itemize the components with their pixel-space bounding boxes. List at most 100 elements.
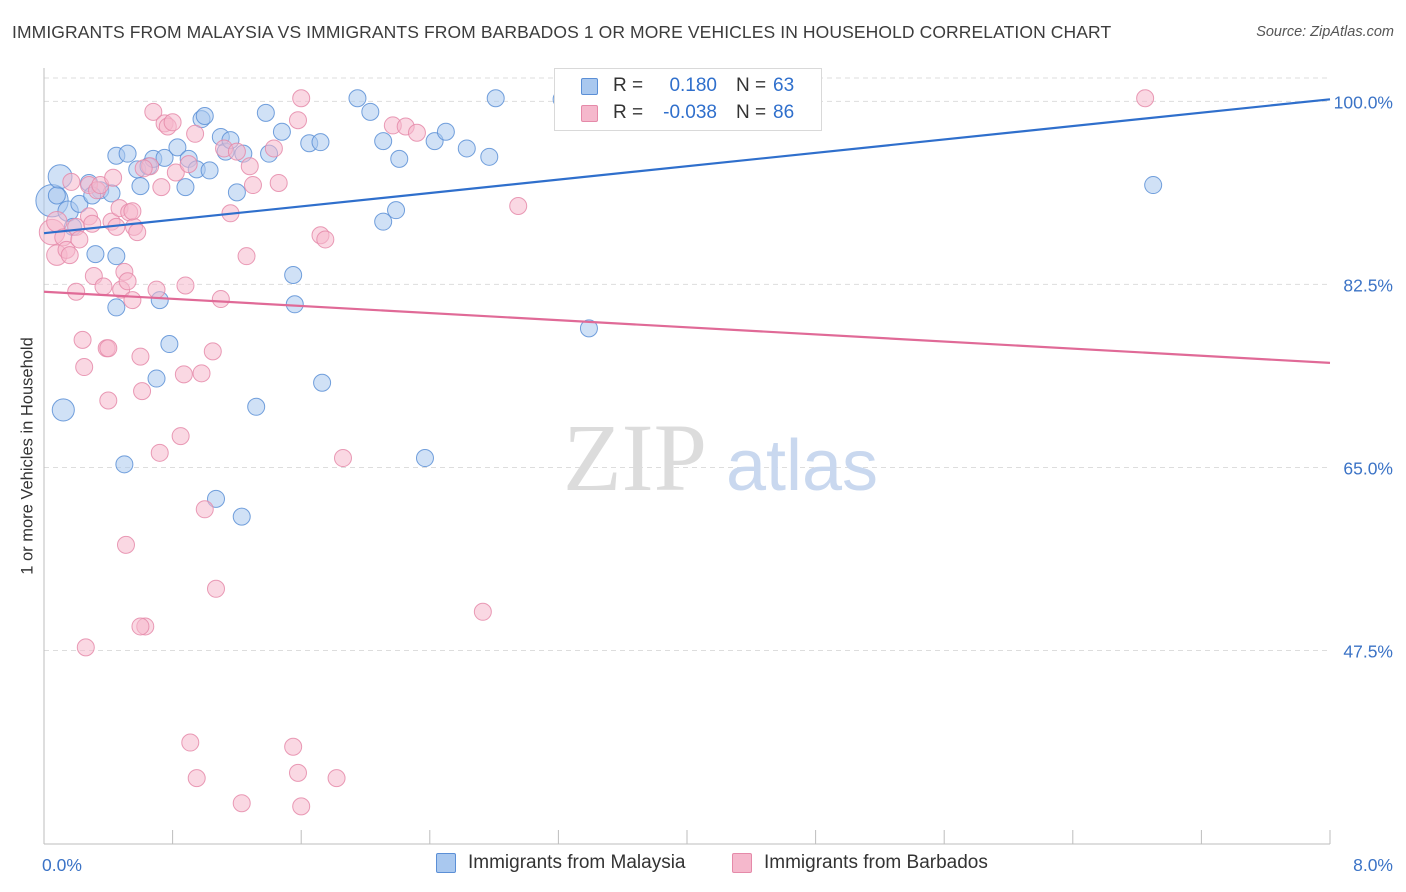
y-tick-label: 47.5% <box>1343 642 1393 662</box>
watermark-zip: ZIP <box>563 404 707 511</box>
barbados-point <box>232 794 251 813</box>
tick-labels: 100.0% 82.5% 65.0% 47.5% 0.0% 8.0% <box>42 92 1393 875</box>
legend-n-value: 63 <box>773 75 795 96</box>
barbados-point <box>116 535 135 554</box>
barbados-point <box>243 176 262 195</box>
source-label: Source: ZipAtlas.com <box>1256 24 1394 40</box>
malaysia-point <box>195 107 214 126</box>
malaysia-point <box>361 102 380 121</box>
barbados-point <box>163 113 182 132</box>
legend-swatch-barbados <box>581 105 598 122</box>
grid-lines <box>44 77 1330 651</box>
barbados-point <box>186 124 205 143</box>
malaysia-point <box>256 103 275 122</box>
malaysia-point <box>118 144 137 163</box>
malaysia-point <box>387 201 406 220</box>
series-name-malaysia: Immigrants from Malaysia <box>468 852 686 873</box>
barbados-point <box>104 168 123 187</box>
barbados-point <box>192 364 211 383</box>
legend-n-label: N = <box>736 102 767 123</box>
legend-row-barbados: R = -0.038 N = 86 <box>555 101 821 127</box>
barbados-point <box>288 111 307 130</box>
barbados-point <box>333 449 352 468</box>
barbados-point <box>174 365 193 384</box>
watermark: ZIP atlas <box>563 404 878 511</box>
barbados-point <box>316 230 335 249</box>
malaysia-point <box>70 194 89 213</box>
trend-lines <box>43 98 1331 364</box>
malaysia-point <box>272 122 291 141</box>
legend-r-value: -0.038 <box>663 102 717 123</box>
malaysia-point <box>486 89 505 108</box>
barbados-point <box>73 330 92 349</box>
legend-row-malaysia: R = 0.180 N = 63 <box>555 74 821 100</box>
malaysia-point <box>348 89 367 108</box>
x-tick-label: 8.0% <box>1353 855 1393 875</box>
barbados-point <box>176 276 195 295</box>
legend-r-value: 0.180 <box>669 75 717 96</box>
barbados-point <box>327 769 346 788</box>
barbados-point <box>227 142 246 161</box>
barbados-point <box>99 339 118 358</box>
malaysia-point <box>284 266 303 285</box>
barbados-point <box>62 172 81 191</box>
y-axis-label: 1 or more Vehicles in Household <box>18 337 37 575</box>
watermark-atlas: atlas <box>726 426 878 506</box>
barbados-point <box>181 733 200 752</box>
malaysia-point <box>390 149 409 168</box>
malaysia-point <box>1144 176 1163 195</box>
barbados-point <box>509 196 528 215</box>
barbados-point <box>134 159 153 178</box>
barbados-point <box>94 277 113 296</box>
y-tick-label: 65.0% <box>1343 458 1393 478</box>
malaysia-point <box>313 373 332 392</box>
malaysia-point <box>160 335 179 354</box>
malaysia-point <box>415 449 434 468</box>
legend-n-value: 86 <box>773 102 795 123</box>
malaysia-point <box>47 186 66 205</box>
barbados-point <box>264 139 283 158</box>
barbados-point <box>166 163 185 182</box>
malaysia-point <box>480 147 499 166</box>
barbados-point <box>75 358 94 377</box>
barbados-point <box>292 797 311 816</box>
barbados-point <box>203 342 222 361</box>
barbados-point <box>240 157 259 176</box>
barbados-point <box>179 155 198 174</box>
malaysia-point <box>207 489 226 508</box>
barbados-point <box>407 123 426 142</box>
barbados-point <box>292 89 311 108</box>
y-tick-label: 100.0% <box>1334 92 1393 112</box>
legend-r-label: R = <box>613 75 644 96</box>
barbados-point <box>99 391 118 410</box>
barbados-point <box>67 282 86 301</box>
legend-swatch-malaysia <box>581 78 598 95</box>
barbados-point <box>128 223 147 242</box>
malaysia-point <box>107 298 126 317</box>
malaysia-point <box>311 133 330 152</box>
barbados-point <box>70 230 89 249</box>
barbados-point <box>133 382 152 401</box>
series-swatch-barbados <box>732 853 752 873</box>
malaysia-point <box>51 398 75 422</box>
malaysia-point <box>147 369 166 388</box>
chart-title: IMMIGRANTS FROM MALAYSIA VS IMMIGRANTS F… <box>12 22 1112 42</box>
malaysia-point <box>86 245 105 264</box>
barbados-point <box>473 602 492 621</box>
malaysia-point <box>579 319 598 338</box>
barbados-point <box>131 617 150 636</box>
malaysia-point <box>232 507 251 526</box>
barbados-point <box>76 638 95 657</box>
barbados-point <box>60 246 79 265</box>
barbados-point <box>123 202 142 221</box>
barbados-point <box>144 102 163 121</box>
barbados-point <box>211 290 230 309</box>
barbados-point <box>187 769 206 788</box>
legend-r-label: R = <box>613 102 644 123</box>
barbados-point <box>284 737 303 756</box>
barbados-point <box>288 763 307 782</box>
malaysia-point <box>131 177 150 196</box>
barbados-point <box>269 173 288 192</box>
barbados-point <box>150 443 169 462</box>
